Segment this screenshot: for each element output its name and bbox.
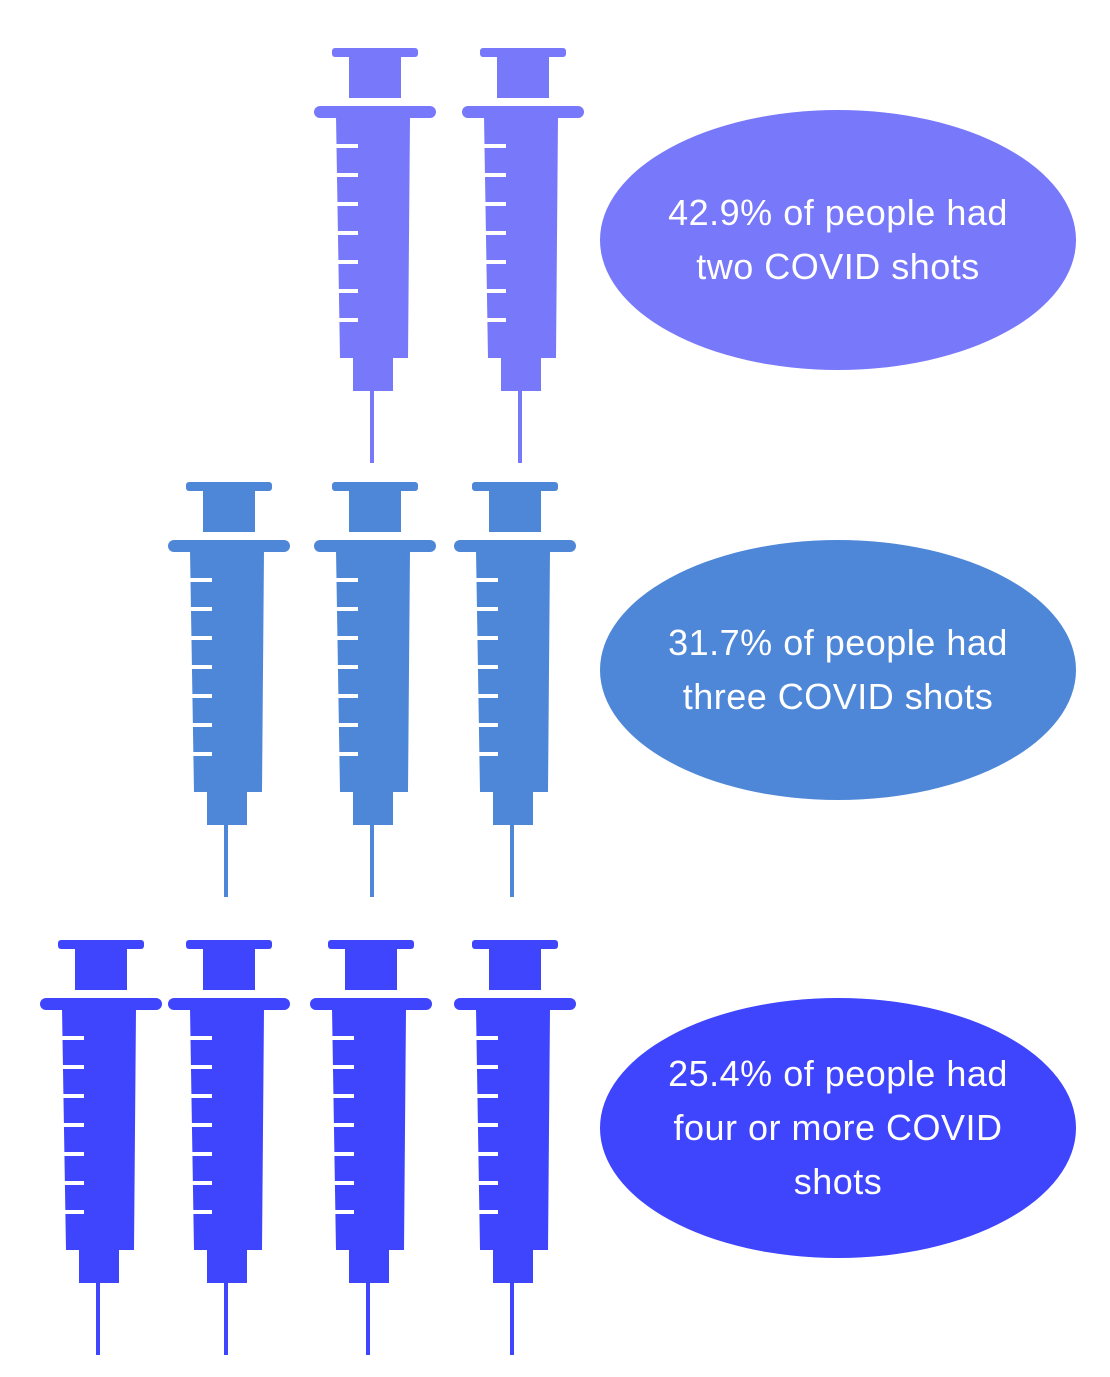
group-four-plus-shots: 25.4% of people had four or more COVID s…: [0, 900, 1110, 1377]
syringe-icon: [308, 940, 438, 1370]
group-two-shots: 42.9% of people had two COVID shots: [0, 0, 1110, 470]
syringe-icon: [166, 482, 296, 912]
stat-label: 25.4% of people had four or more COVID s…: [668, 1053, 1008, 1202]
syringe-icon: [312, 482, 442, 912]
syringe-icon: [312, 48, 442, 478]
stat-label: 42.9% of people had two COVID shots: [668, 192, 1008, 287]
syringe-icon: [38, 940, 168, 1370]
stat-bubble-four-plus-shots: 25.4% of people had four or more COVID s…: [600, 998, 1076, 1258]
syringe-icon: [460, 48, 590, 478]
syringe-icon: [452, 940, 582, 1370]
syringe-icon: [166, 940, 296, 1370]
stat-label: 31.7% of people had three COVID shots: [668, 622, 1008, 717]
syringe-icon: [452, 482, 582, 912]
stat-bubble-three-shots: 31.7% of people had three COVID shots: [600, 540, 1076, 800]
stat-bubble-two-shots: 42.9% of people had two COVID shots: [600, 110, 1076, 370]
group-three-shots: 31.7% of people had three COVID shots: [0, 470, 1110, 900]
